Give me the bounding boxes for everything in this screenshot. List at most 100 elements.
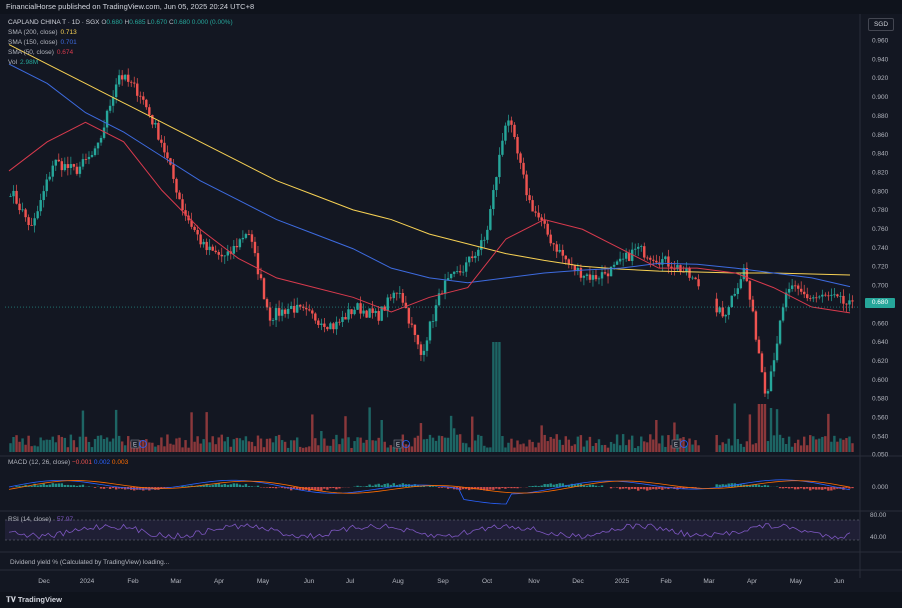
macd-hist-bar [582,484,586,487]
volume-bar [431,437,435,452]
indicator-label: SMA (50, close) [8,49,54,56]
symbol-name[interactable]: CAPLAND CHINA T · 1D · SGX [8,19,100,26]
volume-bar [18,441,21,452]
rsi-legend[interactable]: RSI (14, close) 57.97 [8,515,73,525]
macd-hist-bar [145,487,148,490]
macd-hist-bar [374,484,377,487]
volume-bar [105,437,109,452]
volume-bar [15,435,18,452]
macd-hist-bar [715,484,718,487]
macd-hist-bar [507,487,510,488]
volume-bar [694,440,697,452]
candle-body [395,292,399,294]
volume-bar [603,444,607,452]
volume-bar [449,415,453,452]
candle-body [760,353,764,373]
macd-hist-bar [658,487,661,489]
candle-body [597,278,601,280]
volume-bar [283,441,287,452]
macd-hist-bar [187,485,190,487]
candle-body [181,199,184,211]
volume-bar [205,412,208,452]
volume-bar [600,445,604,452]
price-tick-label: 0.900 [872,94,889,101]
candle-body [437,293,441,306]
volume-bar [78,436,82,452]
macd-hist-bar [661,487,664,490]
candle-body [815,297,818,299]
volume-bar [196,436,199,452]
volume-bar [326,445,329,452]
candle-body [166,152,169,159]
macd-hist-bar [81,484,85,487]
indicator-sma150[interactable]: SMA (150, close) 0.701 [8,38,77,48]
volume-bar [528,439,531,452]
price-tick-label: 0.880 [872,113,889,120]
volume-bar [268,438,272,452]
volume-bar [745,441,749,452]
price-tick-label: 0.780 [872,207,889,214]
macd-hist-bar [751,484,755,487]
macd-hist-bar [250,486,254,487]
candle-body [697,279,700,287]
candle-body [670,266,673,269]
macd-hist-bar [30,485,33,487]
candle-body [600,272,604,279]
candle-body [75,166,79,174]
candle-body [431,321,435,322]
candle-body [247,234,251,235]
volume-bar [540,425,543,452]
candle-body [154,122,157,125]
macd-signal-line [8,480,851,494]
macd-hist-bar [163,487,166,489]
candle-body [353,309,356,315]
time-axis-label: Aug [392,578,404,585]
chart-canvas[interactable]: 0.960 0.940 0.920 0.900 0.880 0.860 0.840 0.820… [0,0,902,592]
macd-legend[interactable]: MACD (12, 26, close) −0.001 0.002 0.003 [8,458,128,468]
price-tick-label: 0.820 [872,169,889,176]
candle-body [851,300,854,302]
candle-body [145,99,148,108]
candle-body [27,217,30,225]
candle-body [474,255,477,259]
volume-bar [292,440,296,452]
ohlc-h-key: H [124,19,130,26]
ohlc-c-key: C [169,19,174,26]
candle-body [775,343,779,361]
volume-bar [721,442,724,452]
volume-bar [796,439,800,452]
candle-body [685,268,688,273]
indicator-sma50[interactable]: SMA (50, close) 0.674 [8,48,73,58]
macd-hist-bar [483,487,486,491]
tradingview-logo[interactable]: 𝐓𝐕 TradingView [6,595,62,605]
macd-hist-bar [386,483,389,487]
candle-body [338,321,341,323]
volume-bar [468,447,471,452]
price-tick-label: 0.540 [872,433,889,440]
indicator-volume[interactable]: Vol 2.98M [8,58,38,68]
candle-body [673,268,676,270]
volume-bar [247,441,251,452]
volume-bar [739,443,743,452]
candle-body [33,218,36,226]
macd-hist-bar [232,483,236,487]
candle-body [172,164,175,179]
candle-body [745,268,749,282]
macd-hist-bar [461,487,465,490]
last-price-tag: 0.680 [865,298,895,308]
candle-body [54,159,57,166]
macd-hist-bar [501,487,504,489]
indicator-sma200[interactable]: SMA (200, close) 0.713 [8,28,77,38]
macd-hist-bar [78,485,82,487]
macd-hist-bar [419,486,423,487]
candle-body [633,248,637,250]
candle-body [362,310,365,314]
macd-hist-bar [458,487,462,491]
candle-body [344,316,347,320]
candle-body [368,308,371,318]
volume-bar [365,439,368,452]
macd-hist-bar [833,487,836,490]
candle-body [468,256,471,263]
ohlc-o-val: 0.680 [106,19,123,26]
candle-body [163,142,166,153]
